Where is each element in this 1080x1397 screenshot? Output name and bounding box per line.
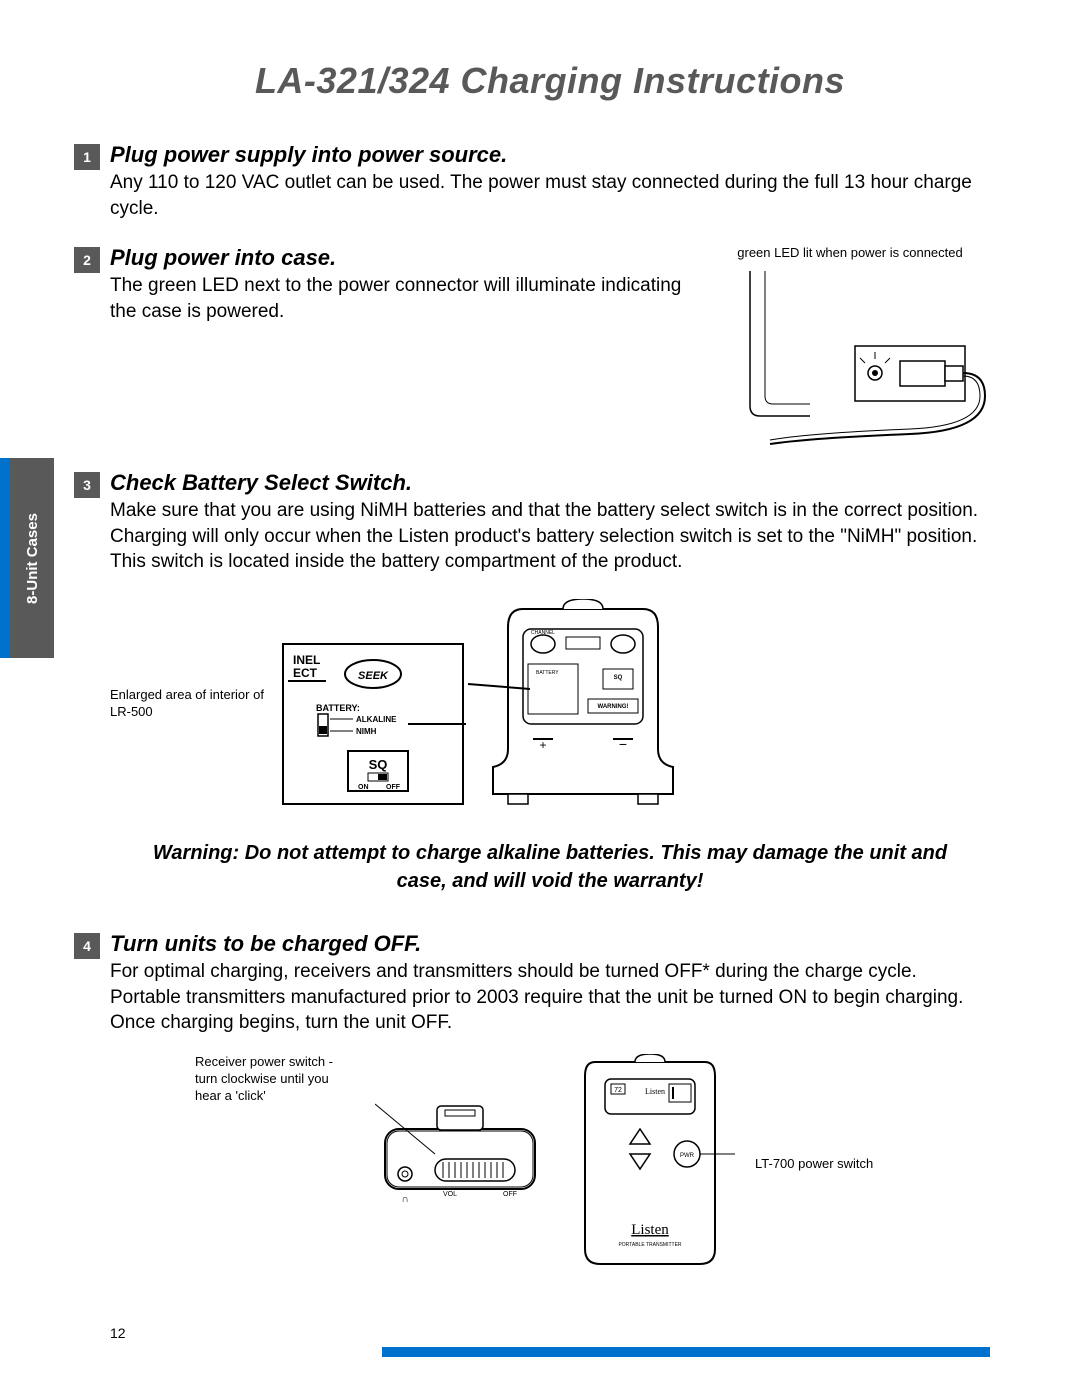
figure-caption: green LED lit when power is connected	[710, 245, 990, 262]
svg-text:SEEK: SEEK	[358, 670, 389, 682]
page-title: LA-321/324 Charging Instructions	[110, 60, 990, 102]
svg-text:ECT: ECT	[293, 666, 318, 680]
svg-text:BATTERY:: BATTERY:	[316, 703, 360, 713]
figure-caption-left: Receiver power switch - turn clockwise u…	[195, 1054, 355, 1105]
side-tab-blue	[0, 458, 10, 658]
side-tab: 8-Unit Cases	[0, 458, 54, 658]
svg-text:ALKALINE: ALKALINE	[356, 715, 397, 724]
receiver-back-illustration: CHANNEL BATTERY SQ WARNING! + −	[468, 599, 698, 809]
svg-text:+: +	[539, 738, 546, 752]
step-2: 2 Plug power into case. The green LED ne…	[110, 245, 990, 446]
lt-700-illustration: 72 Listen PWR Listen PORTABLE TRANSMITTE…	[565, 1054, 735, 1274]
side-tab-label: 8-Unit Cases	[24, 513, 41, 604]
svg-text:SQ: SQ	[369, 757, 388, 772]
power-connector-illustration	[710, 266, 990, 446]
figure-caption-right: LT-700 power switch	[755, 1156, 905, 1173]
step-1: 1 Plug power supply into power source. A…	[110, 142, 990, 221]
step-3: 3 Check Battery Select Switch. Make sure…	[110, 470, 990, 809]
receiver-top-illustration: ∩ VOL OFF	[375, 1094, 545, 1224]
step-4-figures: Receiver power switch - turn clockwise u…	[110, 1054, 990, 1274]
svg-text:OFF: OFF	[503, 1191, 517, 1198]
bottom-accent-bar	[382, 1347, 990, 1357]
step-body: Make sure that you are using NiMH batter…	[110, 498, 990, 575]
step-2-figure: green LED lit when power is connected	[710, 245, 990, 446]
svg-text:Listen: Listen	[645, 1087, 665, 1096]
svg-text:BATTERY: BATTERY	[536, 670, 559, 676]
figure-caption: Enlarged area of interior of LR-500	[110, 687, 270, 721]
step-number: 1	[74, 144, 100, 170]
step-heading: Check Battery Select Switch.	[110, 470, 990, 496]
svg-text:INEL: INEL	[293, 653, 320, 667]
step-3-figures: Enlarged area of interior of LR-500 INEL…	[110, 599, 990, 809]
svg-text:NIMH: NIMH	[356, 727, 377, 736]
svg-text:Listen: Listen	[631, 1222, 669, 1238]
step-heading: Plug power supply into power source.	[110, 142, 990, 168]
side-tab-gray: 8-Unit Cases	[10, 458, 54, 658]
step-body: For optimal charging, receivers and tran…	[110, 959, 990, 1036]
battery-switch-enlarged: INEL ECT SEEK BATTERY: ALKALINE NIMH SQ	[278, 639, 468, 809]
step-heading: Plug power into case.	[110, 245, 690, 271]
svg-text:VOL: VOL	[443, 1191, 457, 1198]
step-number: 4	[74, 933, 100, 959]
page-number: 12	[110, 1325, 126, 1341]
step-4: 4 Turn units to be charged OFF. For opti…	[110, 931, 990, 1274]
svg-text:72: 72	[614, 1087, 622, 1094]
warning-text: Warning: Do not attempt to charge alkali…	[150, 839, 950, 895]
step-body: Any 110 to 120 VAC outlet can be used. T…	[110, 170, 990, 221]
svg-text:WARNING!: WARNING!	[598, 704, 629, 710]
svg-text:PWR: PWR	[680, 1153, 695, 1159]
step-number: 3	[74, 472, 100, 498]
svg-text:ON: ON	[358, 784, 369, 791]
svg-text:−: −	[619, 736, 627, 752]
svg-text:∩: ∩	[401, 1194, 408, 1205]
step-heading: Turn units to be charged OFF.	[110, 931, 990, 957]
svg-text:PORTABLE TRANSMITTER: PORTABLE TRANSMITTER	[618, 1242, 681, 1248]
svg-text:OFF: OFF	[386, 784, 401, 791]
page: 8-Unit Cases LA-321/324 Charging Instruc…	[0, 0, 1080, 1397]
step-body: The green LED next to the power connecto…	[110, 273, 690, 324]
step-number: 2	[74, 247, 100, 273]
svg-text:SQ: SQ	[614, 675, 623, 681]
svg-text:CHANNEL: CHANNEL	[531, 630, 555, 636]
